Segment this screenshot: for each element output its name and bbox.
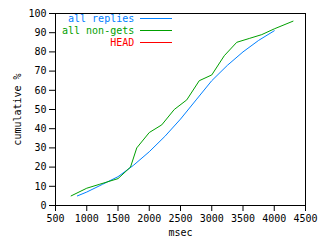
svg-text:100: 100 — [28, 8, 46, 19]
svg-text:2500: 2500 — [168, 213, 192, 224]
svg-text:2000: 2000 — [137, 213, 161, 224]
svg-text:4500: 4500 — [293, 213, 317, 224]
svg-text:90: 90 — [34, 27, 46, 38]
svg-text:msec: msec — [168, 227, 192, 238]
svg-text:1500: 1500 — [106, 213, 130, 224]
svg-text:1000: 1000 — [75, 213, 99, 224]
html-text:HEAD: HEAD — [110, 36, 135, 48]
svg-text:cumulative %: cumulative % — [12, 73, 23, 145]
svg-text:80: 80 — [34, 46, 46, 57]
svg-text:3000: 3000 — [200, 213, 224, 224]
svg-text:3500: 3500 — [231, 213, 255, 224]
svg-text:50: 50 — [34, 104, 46, 115]
svg-text:60: 60 — [34, 85, 46, 96]
svg-text:4000: 4000 — [262, 213, 286, 224]
svg-text:500: 500 — [46, 213, 64, 224]
html-text:all replies: all replies — [68, 12, 135, 24]
svg-text:70: 70 — [34, 65, 46, 76]
svg-text:30: 30 — [34, 142, 46, 153]
html-text:all non-gets: all non-gets — [62, 24, 135, 36]
svg-text:0: 0 — [40, 200, 46, 211]
svg-text:40: 40 — [34, 123, 46, 134]
svg-text:20: 20 — [34, 161, 46, 172]
svg-text:10: 10 — [34, 181, 46, 192]
